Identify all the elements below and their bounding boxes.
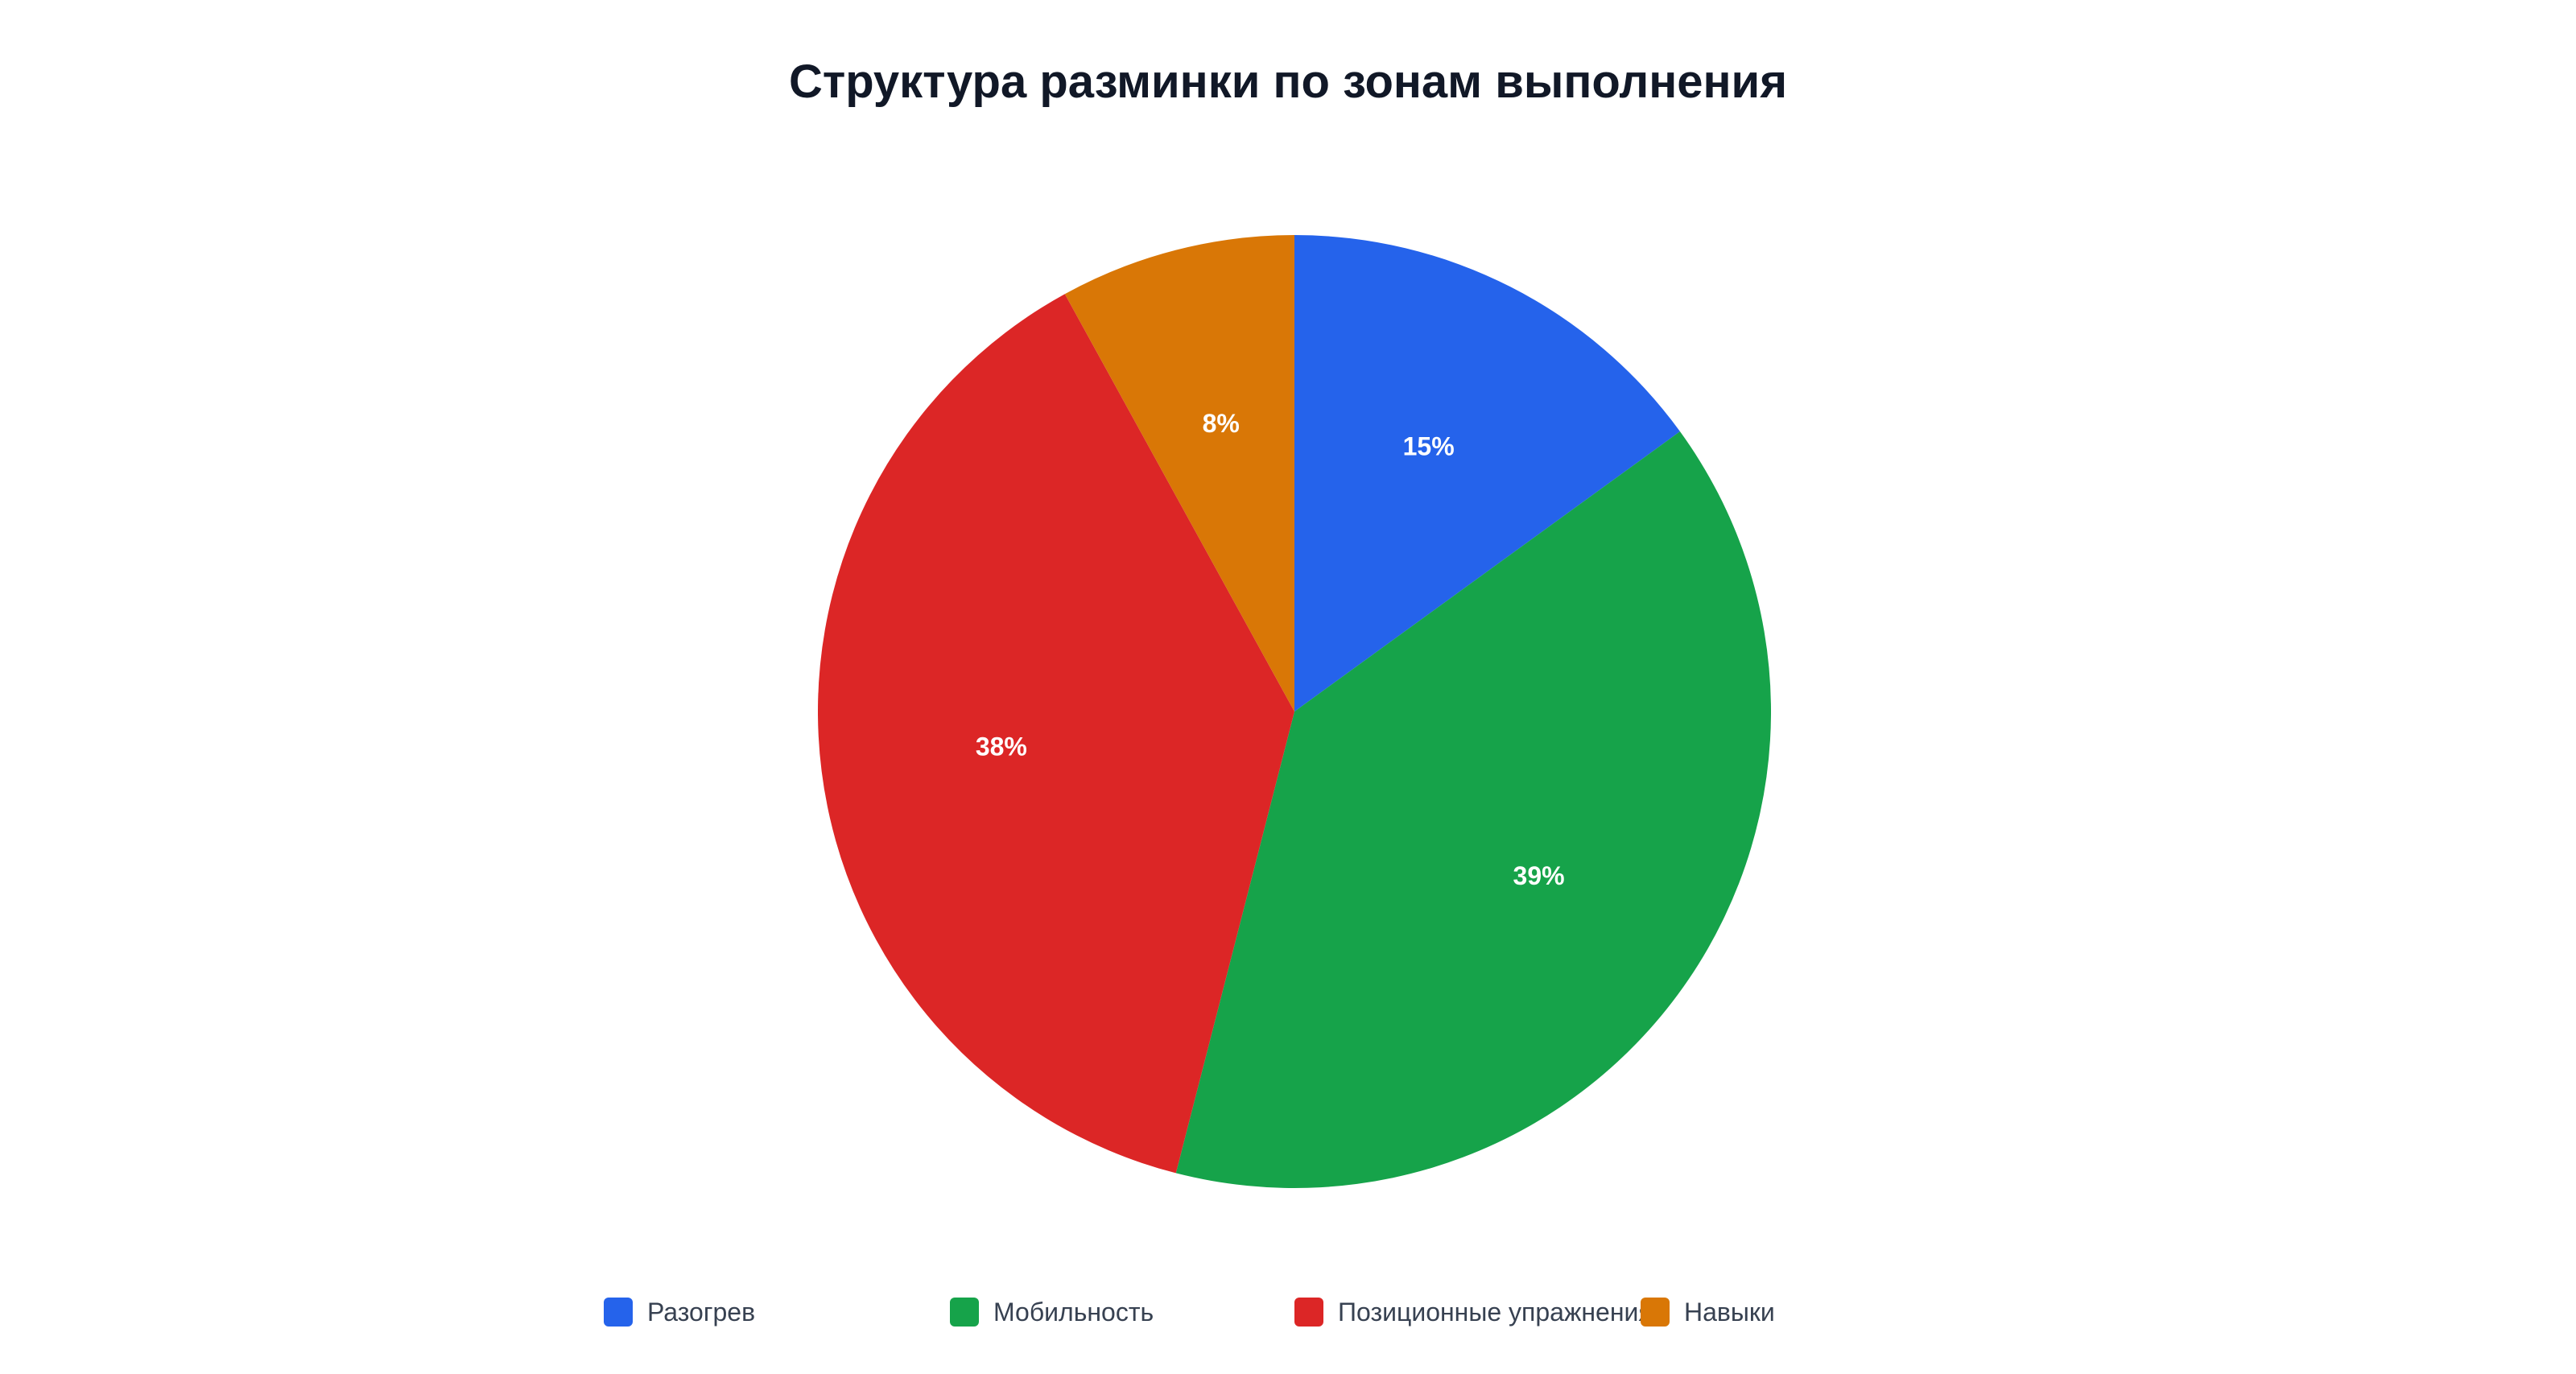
legend-label: Мобильность (993, 1297, 1154, 1327)
chart-title: Структура разминки по зонам выполнения (788, 56, 1788, 108)
slice-label-positional: 38% (976, 732, 1027, 761)
slice-mobility[interactable] (1175, 431, 1772, 1188)
legend-item-positional[interactable]: Позиционные упражнения (1294, 1294, 1642, 1330)
slice-label-warmup: 15% (1403, 431, 1455, 460)
legend-item-warmup[interactable]: Разогрев (604, 1294, 755, 1330)
slice-warmup[interactable] (1294, 235, 1680, 712)
slice-label-mobility: 39% (1513, 861, 1565, 890)
legend-swatch (604, 1298, 633, 1327)
legend-label: Разогрев (647, 1297, 756, 1327)
legend-swatch (1294, 1298, 1323, 1327)
slice-label-skills: 8% (1203, 409, 1240, 438)
legend-swatch (950, 1298, 979, 1327)
legend-label: Позиционные упражнения (1338, 1297, 1642, 1327)
legend-item-mobility[interactable]: Мобильность (950, 1294, 1154, 1330)
slice-skills[interactable] (1064, 235, 1294, 712)
slice-positional[interactable] (817, 294, 1294, 1174)
legend-label: Навыки (1684, 1297, 1775, 1327)
legend-item-skills[interactable]: Навыки (1641, 1294, 1775, 1330)
legend-swatch (1641, 1298, 1670, 1327)
